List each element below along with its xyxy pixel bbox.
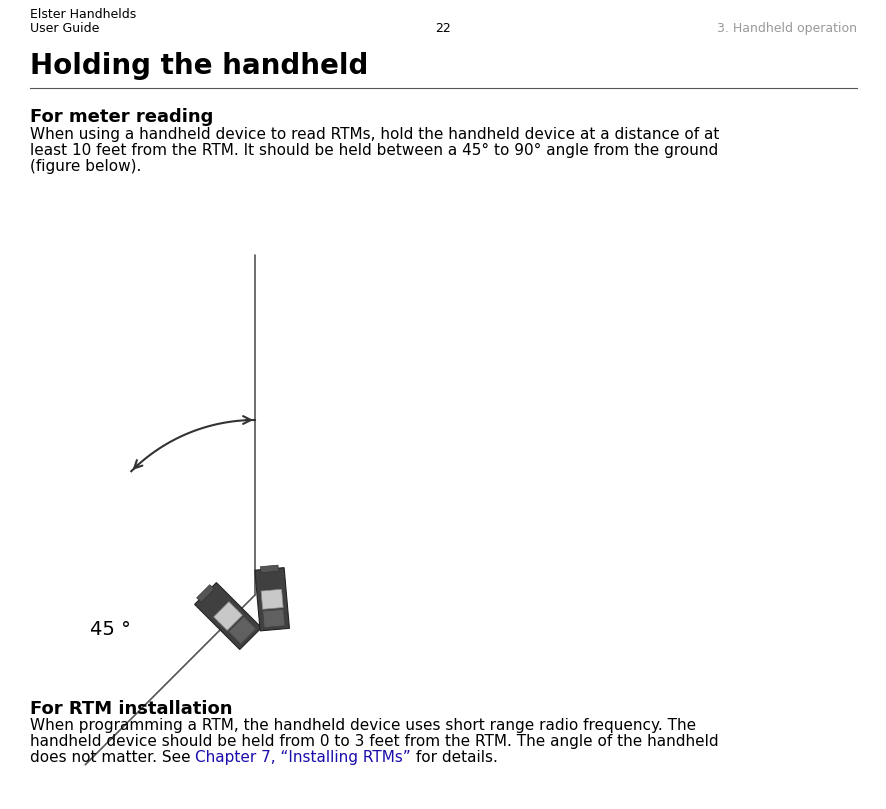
Polygon shape [214,602,242,630]
Text: (figure below).: (figure below). [30,159,141,174]
Text: For meter reading: For meter reading [30,108,214,126]
Text: Elster Handhelds: Elster Handhelds [30,8,136,21]
Polygon shape [260,565,278,573]
Text: When programming a RTM, the handheld device uses short range radio frequency. Th: When programming a RTM, the handheld dev… [30,718,696,733]
Polygon shape [260,589,283,609]
Text: does not matter. See: does not matter. See [30,750,195,765]
Text: 3. Handheld operation: 3. Handheld operation [716,22,856,35]
Polygon shape [262,609,284,628]
Text: User Guide: User Guide [30,22,99,35]
Polygon shape [194,582,261,650]
Text: When using a handheld device to read RTMs, hold the handheld device at a distanc: When using a handheld device to read RTM… [30,127,719,142]
Text: 22: 22 [435,22,450,35]
Text: 45 °: 45 ° [89,620,131,639]
Text: for details.: for details. [411,750,498,765]
Polygon shape [197,585,214,602]
Polygon shape [229,616,256,644]
Polygon shape [254,568,289,631]
Text: Holding the handheld: Holding the handheld [30,52,368,80]
Text: For RTM installation: For RTM installation [30,700,232,718]
Text: handheld device should be held from 0 to 3 feet from the RTM. The angle of the h: handheld device should be held from 0 to… [30,734,718,749]
Text: Chapter 7, “Installing RTMs”: Chapter 7, “Installing RTMs” [195,750,411,765]
Text: least 10 feet from the RTM. It should be held between a 45° to 90° angle from th: least 10 feet from the RTM. It should be… [30,143,718,158]
